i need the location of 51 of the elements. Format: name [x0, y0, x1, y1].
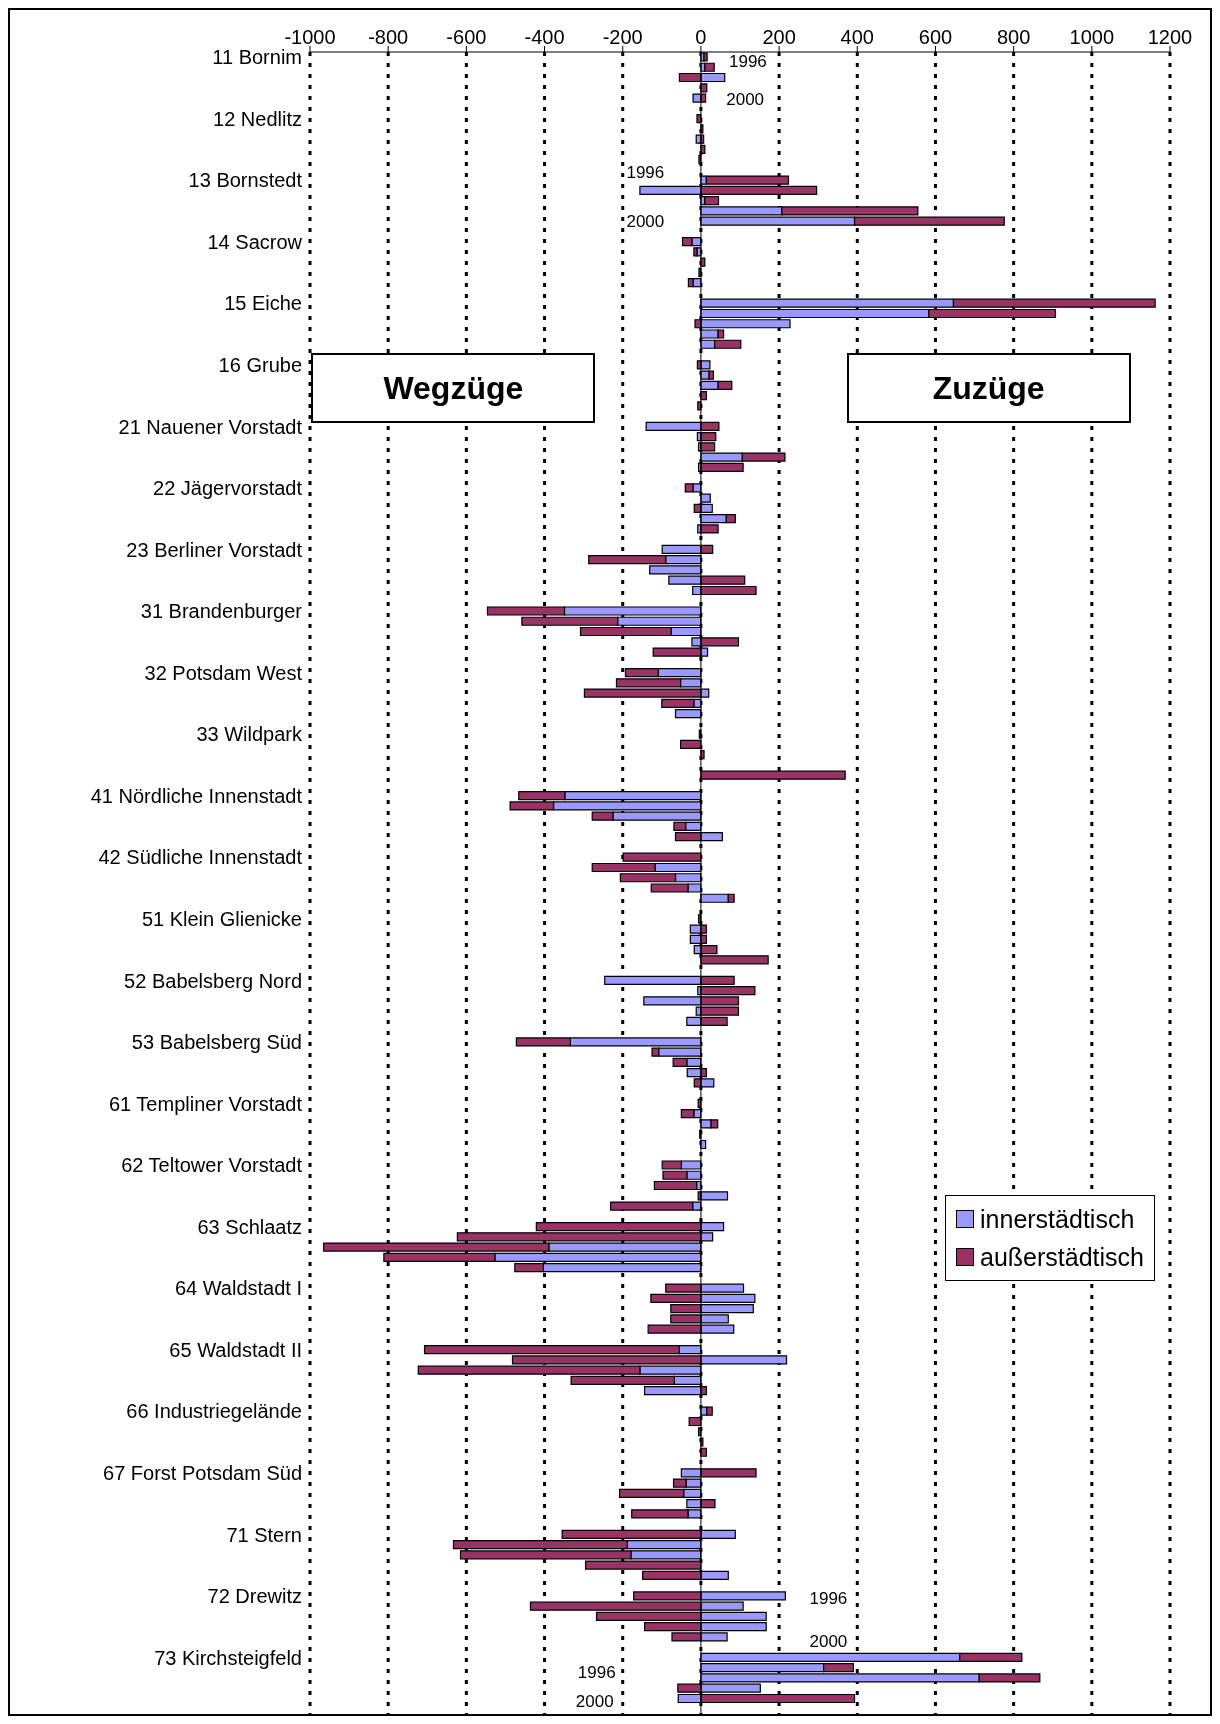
y-tick-label: 32 Potsdam West	[144, 661, 303, 684]
y-tick-label: 64 Waldstadt I	[174, 1277, 302, 1300]
annotation: 2000	[725, 90, 766, 111]
y-tick-label: 62 Teltower Vorstadt	[121, 1154, 303, 1177]
y-tick-label: 61 Templiner Vorstadt	[108, 1092, 303, 1115]
x-tick-label: 200	[762, 26, 796, 48]
y-tick-label: 51 Klein Glienicke	[141, 908, 302, 931]
y-tick-label: 67 Forst Potsdam Süd	[103, 1462, 302, 1485]
y-tick-label: 14 Sacrow	[207, 230, 303, 253]
y-tick-label: 16 Grube	[218, 354, 302, 377]
y-tick-label: 42 Südliche Innenstadt	[98, 846, 303, 869]
text-box: Zuzüge	[846, 353, 1131, 424]
x-tick-label: 1200	[1147, 26, 1193, 48]
x-tick-label: -1000	[284, 26, 336, 48]
annotation: 1996	[808, 1588, 849, 1609]
annotation: 1996	[727, 52, 768, 73]
text-box: Wegzüge	[311, 353, 596, 424]
y-tick-label: 33 Wildpark	[196, 723, 303, 746]
x-tick-label: 400	[840, 26, 874, 48]
x-tick-label: -400	[524, 26, 565, 48]
x-tick-label: 600	[918, 26, 953, 48]
y-tick-label: 71 Stern	[226, 1523, 302, 1546]
annotation: 2000	[625, 211, 666, 232]
annotation: 2000	[574, 1691, 615, 1712]
y-tick-label: 21 Nauener Vorstadt	[118, 415, 303, 438]
x-tick-label: -200	[602, 26, 643, 48]
y-tick-label: 63 Schlaatz	[197, 1215, 302, 1238]
x-tick-label: 1000	[1069, 26, 1115, 48]
y-tick-label: 65 Waldstadt II	[169, 1338, 302, 1361]
annotation: 1996	[625, 163, 666, 184]
annotation: 2000	[808, 1631, 849, 1652]
y-tick-label: 23 Berliner Vorstadt	[126, 538, 303, 561]
y-tick-label: 22 Jägervorstadt	[153, 477, 303, 500]
y-tick-label: 72 Drewitz	[207, 1585, 302, 1608]
annotation: 1996	[576, 1662, 617, 1683]
y-tick-label: 73 Kirchsteigfeld	[154, 1646, 302, 1669]
y-tick-label: 12 Nedlitz	[213, 107, 302, 130]
y-tick-label: 13 Bornstedt	[188, 169, 303, 192]
y-tick-label: 15 Eiche	[224, 292, 302, 315]
y-tick-label: 52 Babelsberg Nord	[124, 969, 302, 992]
x-tick-label: 0	[695, 26, 707, 48]
y-tick-label: 31 Brandenburger	[140, 600, 303, 623]
y-tick-label: 53 Babelsberg Süd	[131, 1031, 302, 1054]
x-tick-label: -800	[368, 26, 409, 48]
x-tick-label: 800	[996, 26, 1031, 48]
y-tick-label: 66 Industriegelände	[126, 1400, 302, 1423]
legend-label: außerstädtisch	[980, 1242, 1144, 1273]
y-tick-label: 41 Nördliche Innenstadt	[90, 784, 303, 807]
x-tick-label: -600	[446, 26, 487, 48]
y-tick-label: 11 Bornim	[212, 46, 302, 69]
legend-label: innerstädtisch	[980, 1204, 1135, 1235]
